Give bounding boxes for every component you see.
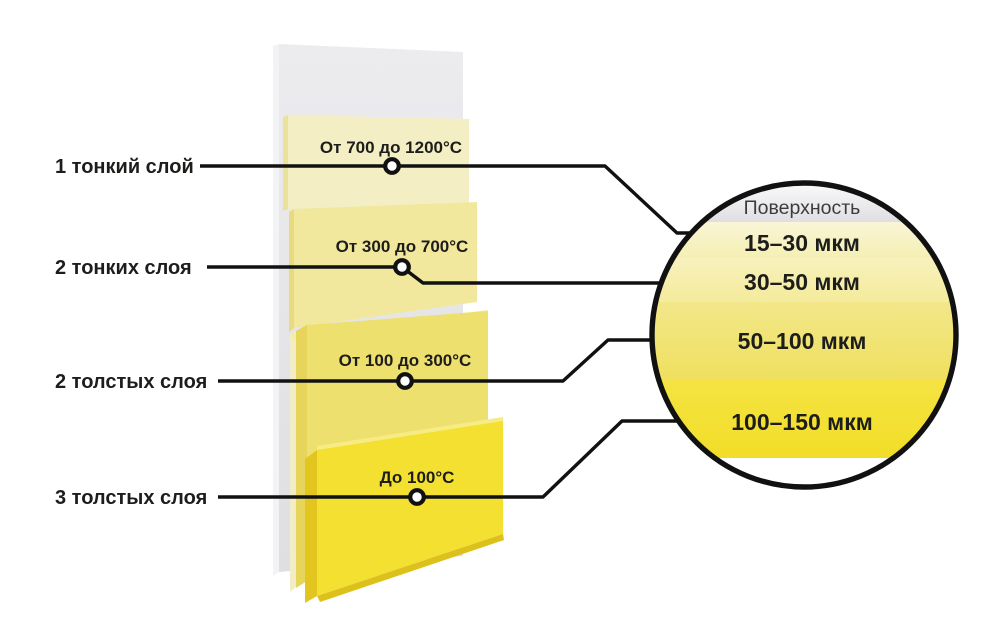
band-50-100 (654, 302, 954, 379)
connector-line-4 (218, 419, 690, 499)
coat4-bottom-edge (317, 534, 504, 602)
coat1-left-edge (283, 115, 288, 211)
connector-markers (383, 157, 426, 506)
coat1-front-face (288, 115, 469, 209)
temp-label-3: От 100 до 300°C (339, 351, 472, 370)
lens-labels: Поверхность 15–30 мкм 30–50 мкм 50–100 м… (731, 197, 872, 435)
wall-side-face (273, 44, 279, 576)
temperature-labels: От 700 до 1200°C От 300 до 700°C От 100 … (320, 138, 471, 487)
coat3-left-edge (296, 325, 307, 588)
surface-label: Поверхность (744, 197, 861, 219)
lens-rim (649, 180, 959, 490)
magnifier-lens: Поверхность 15–30 мкм 30–50 мкм 50–100 м… (649, 180, 959, 490)
temp-label-2: От 300 до 700°C (336, 237, 469, 256)
band-15-30 (654, 222, 954, 258)
band-bottom-white (654, 458, 954, 485)
connector-marker-3 (396, 372, 414, 390)
band-100-150 (654, 379, 954, 458)
connector-marker-4 (408, 488, 426, 506)
row-label-1: 1 тонкий слой (55, 156, 194, 178)
thickness-label-2: 30–50 мкм (744, 269, 860, 295)
temp-label-1: От 700 до 1200°C (320, 138, 462, 157)
connector-line-2 (207, 265, 672, 285)
thickness-label-4: 100–150 мкм (731, 409, 872, 435)
base-coat-strip (290, 331, 296, 592)
row-label-4: 3 толстых слоя (55, 487, 207, 509)
wall-and-coats (273, 44, 504, 603)
band-30-50 (654, 258, 954, 302)
thickness-label-1: 15–30 мкм (744, 230, 860, 256)
connector-line-3 (218, 338, 662, 383)
coat2-front-face (294, 202, 477, 328)
connector-marker-1 (383, 157, 401, 175)
coat2-left-edge (289, 209, 294, 332)
coat4-front-face (317, 421, 503, 596)
temp-label-4: До 100°C (380, 468, 455, 487)
row-label-2: 2 тонких слоя (55, 257, 192, 279)
connector-marker-2 (393, 258, 411, 276)
row-labels: 1 тонкий слой 2 тонких слоя 2 толстых сл… (55, 156, 207, 509)
row-label-3: 2 толстых слоя (55, 371, 207, 393)
coat4-left-edge (305, 450, 317, 603)
thickness-label-3: 50–100 мкм (738, 328, 867, 354)
coat4-top-bevel (317, 417, 503, 451)
